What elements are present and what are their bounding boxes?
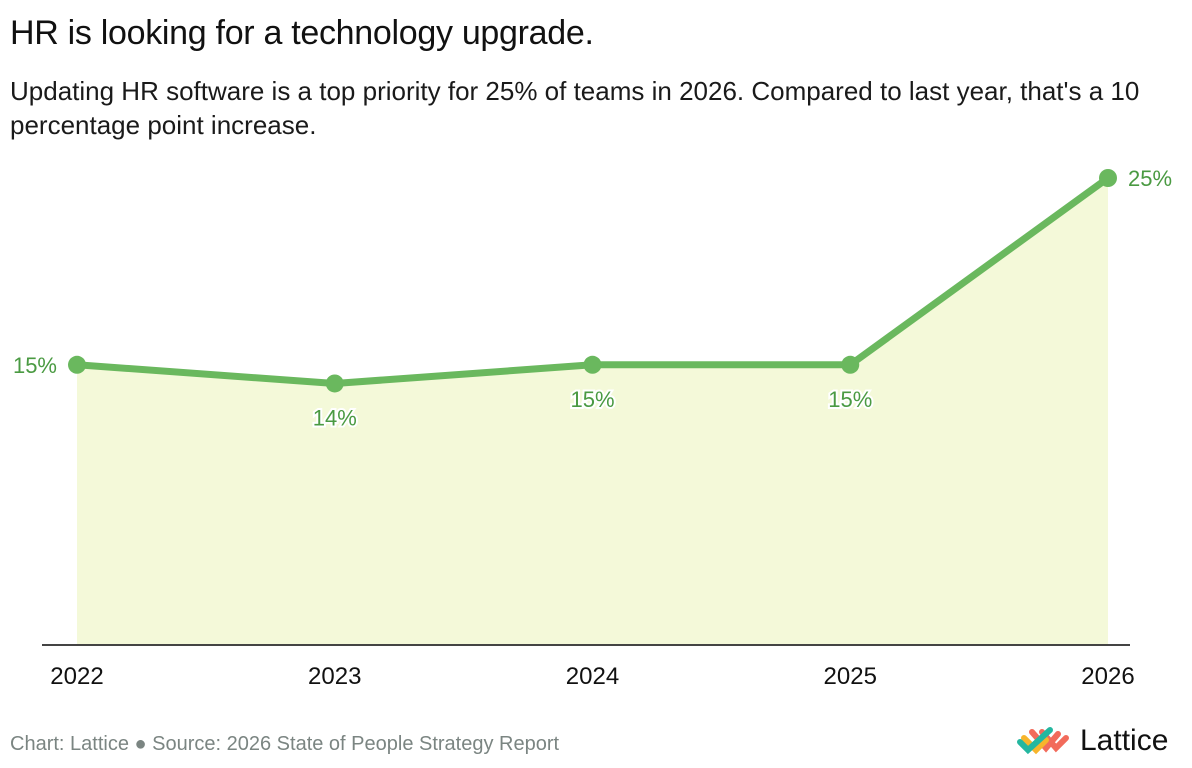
chart-subtitle: Updating HR software is a top priority f… (10, 76, 1140, 140)
data-point-2023 (325, 374, 344, 393)
x-tick-label-2026: 2026 (1081, 663, 1134, 690)
chart-title: HR is looking for a technology upgrade. (10, 14, 594, 52)
x-tick-label-2022: 2022 (50, 663, 103, 690)
lattice-logo: Lattice (1016, 724, 1168, 758)
data-label-2025: 15% (828, 387, 872, 412)
data-point-2025 (841, 355, 860, 374)
x-tick-label-2024: 2024 (566, 663, 619, 690)
x-tick-label-2025: 2025 (824, 663, 877, 690)
data-label-2026: 25% (1128, 166, 1172, 191)
data-point-2026 (1099, 169, 1117, 187)
data-label-2023: 14% (313, 405, 357, 430)
source-note: Chart: Lattice ● Source: 2026 State of P… (10, 733, 560, 755)
area-fill (77, 178, 1108, 645)
data-label-2022: 15% (13, 353, 57, 378)
logo-text: Lattice (1080, 724, 1169, 757)
data-label-2024: 15% (570, 387, 614, 412)
data-point-2024 (583, 355, 602, 374)
x-tick-label-2023: 2023 (308, 663, 361, 690)
data-point-2022 (68, 355, 86, 374)
lattice-logo-icon (1017, 727, 1069, 755)
